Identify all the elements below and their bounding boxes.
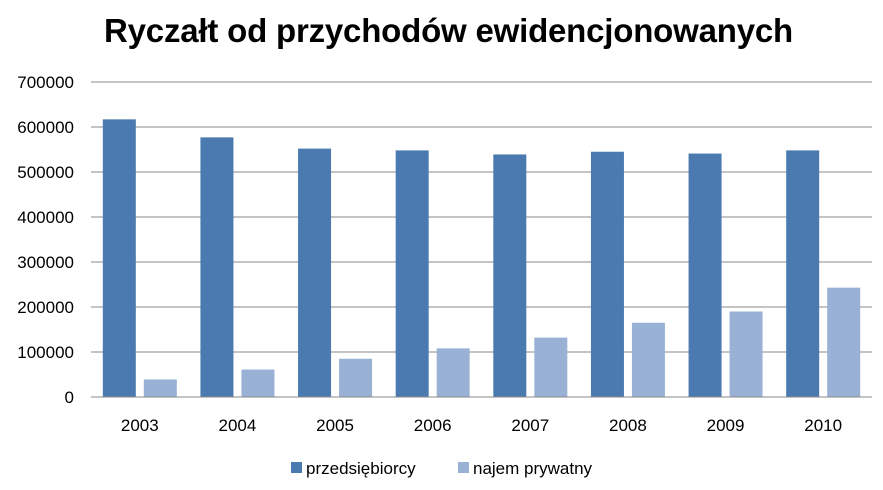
legend-swatch	[458, 462, 469, 473]
axes: 0 100000 200000 300000 400000 500000 600000 700…	[17, 73, 872, 435]
y-tick-label: 0	[65, 388, 74, 407]
y-tick-label: 300000	[17, 253, 74, 272]
bar-przedsiebiorcy	[493, 154, 527, 397]
bar-najem-prywatny	[534, 337, 568, 397]
chart-title: Ryczałt od przychodów ewidencjonowanych	[104, 12, 793, 49]
legend: przedsiębiorcy najem prywatny	[291, 459, 593, 478]
y-tick-label: 200000	[17, 298, 74, 317]
bar-przedsiebiorcy	[590, 151, 624, 397]
bar-najem-prywatny	[631, 322, 665, 397]
x-tick-label: 2005	[316, 416, 354, 435]
bar-najem-prywatny	[143, 379, 177, 397]
bar-przedsiebiorcy	[298, 148, 332, 397]
x-tick-label: 2004	[219, 416, 257, 435]
bar-przedsiebiorcy	[786, 150, 820, 397]
legend-swatch	[291, 462, 302, 473]
bar-najem-prywatny	[241, 369, 275, 397]
bar-przedsiebiorcy	[200, 137, 234, 397]
x-tick-label: 2008	[609, 416, 647, 435]
x-tick-label: 2006	[414, 416, 452, 435]
bar-najem-prywatny	[827, 287, 861, 397]
x-tick-label: 2009	[707, 416, 745, 435]
bar-przedsiebiorcy	[688, 153, 722, 397]
y-tick-label: 500000	[17, 163, 74, 182]
legend-label: najem prywatny	[473, 459, 593, 478]
x-tick-label: 2003	[121, 416, 159, 435]
bar-najem-prywatny	[729, 311, 763, 397]
y-tick-label: 100000	[17, 343, 74, 362]
y-tick-label: 600000	[17, 118, 74, 137]
bar-przedsiebiorcy	[102, 119, 136, 397]
x-tick-label: 2007	[511, 416, 549, 435]
y-tick-label: 700000	[17, 73, 74, 92]
bar-najem-prywatny	[339, 358, 373, 397]
x-tick-label: 2010	[804, 416, 842, 435]
bar-najem-prywatny	[436, 348, 470, 397]
legend-label: przedsiębiorcy	[306, 459, 416, 478]
y-tick-label: 400000	[17, 208, 74, 227]
bar-przedsiebiorcy	[395, 150, 429, 397]
bars	[102, 119, 861, 397]
